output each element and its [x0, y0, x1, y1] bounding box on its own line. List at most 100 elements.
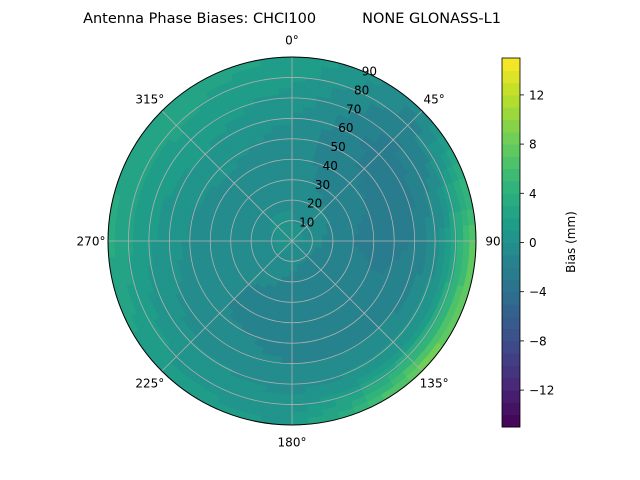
bias-cell — [462, 240, 471, 258]
colorbar-segment — [502, 254, 520, 268]
bias-cell — [218, 240, 226, 248]
bias-cell — [211, 240, 219, 249]
colorbar-tick-label: −4 — [529, 285, 547, 299]
angular-tick-label: 225° — [135, 377, 164, 391]
bias-cell — [199, 232, 207, 242]
bias-cell — [278, 375, 293, 383]
bias-cell — [291, 283, 297, 291]
bias-cell — [291, 118, 304, 126]
radial-tick-label: 30 — [315, 178, 330, 192]
bias-cell — [438, 227, 446, 243]
radial-tick-label: 50 — [330, 140, 345, 154]
bias-cell — [290, 417, 309, 425]
bias-cell — [162, 240, 171, 253]
bias-cell — [291, 289, 298, 297]
colorbar-segment — [502, 144, 520, 157]
bias-cell — [371, 233, 379, 242]
angular-gridline — [291, 240, 423, 372]
bias-cell — [286, 179, 293, 187]
colorbar-segment — [502, 242, 520, 256]
angular-gridline — [161, 240, 293, 372]
chart-title: Antenna Phase Biases: CHCI100 NONE GLONA… — [83, 11, 501, 27]
polar-frame — [107, 56, 477, 426]
bias-cell — [236, 240, 244, 247]
colorbar-ticks: −12 −8 −4 0 4 8 12 — [520, 88, 554, 398]
bias-cell — [291, 338, 302, 346]
bias-cell — [283, 142, 293, 150]
bias-cell — [456, 240, 465, 258]
bias-cell — [230, 240, 238, 247]
bias-cell — [291, 62, 309, 71]
bias-cell — [181, 230, 189, 242]
bias-cell — [284, 160, 293, 168]
bias-cell — [291, 99, 306, 107]
bias-cell — [291, 68, 309, 77]
bias-cell — [291, 350, 303, 358]
bias-cell — [291, 111, 305, 120]
bias-cell — [291, 93, 306, 101]
bias-cell — [377, 232, 385, 242]
bias-cell — [450, 240, 458, 257]
angular-tick-labels: 0° 45° 90 135° 180° 225° 270° 315° — [77, 34, 501, 450]
bias-cell — [276, 62, 294, 71]
colorbar-segment — [502, 414, 520, 428]
bias-cell — [138, 226, 146, 242]
colorbar — [502, 58, 520, 428]
bias-cell — [281, 344, 293, 352]
angular-tick-label: 0° — [285, 34, 299, 48]
bias-cell — [407, 229, 415, 242]
bias-cell — [280, 111, 293, 120]
bias-cell — [138, 239, 146, 255]
bias-cell — [278, 381, 293, 389]
bias-cell — [419, 240, 428, 254]
bias-cell — [291, 307, 299, 315]
bias-cell — [395, 240, 403, 252]
colorbar-segment — [502, 107, 520, 120]
bias-cell — [169, 240, 177, 253]
colorbar-segment — [502, 168, 520, 182]
colorbar-segment — [502, 82, 520, 96]
bias-cell — [291, 332, 301, 340]
colorbar-tick-label: −12 — [529, 384, 554, 398]
bias-cell — [279, 368, 293, 377]
bias-cell — [383, 232, 391, 242]
angular-gridline — [291, 110, 423, 242]
bias-cell — [181, 240, 189, 251]
bias-cell — [365, 233, 373, 242]
bias-cell — [444, 240, 452, 257]
bias-cell — [279, 362, 293, 371]
colorbar-segment — [502, 377, 520, 391]
colorbar-segment — [502, 353, 520, 366]
bias-cell — [291, 295, 298, 303]
colorbar-segment — [502, 316, 520, 330]
bias-cell — [279, 99, 294, 107]
colorbar-segment — [502, 291, 520, 305]
colorbar-segment — [502, 70, 520, 84]
angular-tick-label: 315° — [135, 92, 164, 106]
bias-cell — [291, 301, 299, 309]
colorbar-segment — [502, 217, 520, 231]
colorbar-segment — [502, 390, 520, 403]
radial-tick-label: 10 — [299, 216, 314, 230]
colorbar-tick-label: −8 — [529, 334, 547, 348]
bias-cell — [450, 226, 458, 243]
angular-tick-label: 180° — [278, 436, 307, 450]
colorbar-segment — [502, 58, 520, 71]
bias-cell — [278, 93, 294, 101]
bias-cell — [291, 148, 301, 156]
bias-cell — [282, 130, 293, 138]
bias-cell — [284, 154, 293, 162]
bias-cell — [126, 239, 134, 256]
bias-cell — [169, 229, 177, 242]
bias-cell — [291, 105, 305, 114]
bias-cell — [291, 320, 300, 328]
radial-tick-label: 20 — [307, 197, 322, 211]
bias-cell — [291, 356, 304, 364]
radial-tick-labels: 10 20 30 40 50 60 70 80 90 — [299, 65, 377, 230]
colorbar-segment — [502, 193, 520, 207]
bias-cell — [175, 229, 183, 242]
bias-cell — [282, 136, 293, 144]
bias-cell — [291, 75, 308, 83]
colorbar-segment — [502, 156, 520, 170]
